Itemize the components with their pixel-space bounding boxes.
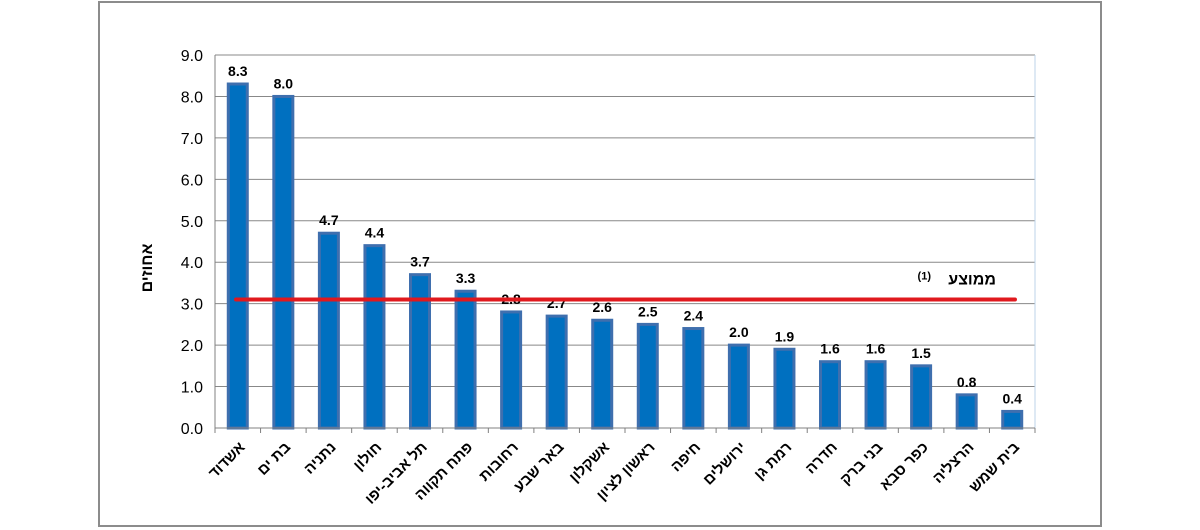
value-label: 2.7: [547, 295, 567, 311]
value-label: 4.7: [319, 212, 339, 228]
category-label: באר שבע: [511, 439, 568, 496]
y-tick-label: 6.0: [181, 172, 203, 189]
y-tick-label: 3.0: [181, 297, 203, 314]
value-label: 1.6: [820, 341, 840, 357]
bar: [317, 231, 340, 430]
value-label: 2.5: [638, 303, 658, 319]
category-label: נתניה: [301, 439, 340, 478]
bar: [1001, 409, 1024, 430]
average-line-group: ממוצע (1): [234, 271, 1017, 302]
value-label: 2.6: [592, 299, 612, 315]
bar: [454, 289, 477, 430]
category-label: חיפה: [668, 439, 705, 476]
category-label: ירושלים: [700, 439, 750, 489]
y-tick-label: 2.0: [181, 338, 203, 355]
y-axis-title: אחוזים: [139, 244, 156, 293]
bar: [864, 360, 887, 430]
y-tick-label: 1.0: [181, 380, 203, 397]
bars: [226, 82, 1024, 430]
y-tick-label: 0.0: [181, 421, 203, 438]
category-label: חדרה: [802, 439, 841, 478]
bar: [773, 347, 796, 430]
bar: [545, 314, 568, 430]
category-label: אשדוד: [205, 439, 248, 482]
value-labels: 8.38.04.74.43.73.32.82.72.62.52.42.01.91…: [228, 63, 1022, 406]
bar: [819, 360, 841, 430]
average-footnote-marker: (1): [918, 271, 932, 283]
value-label: 2.4: [684, 308, 704, 324]
axes: 0.0 1.0 2.0 3.0 4.0 5.0 6.0 7.0 8.0 9.0 אשדוד בת ים…: [181, 48, 1036, 508]
category-label: רמת גן: [751, 439, 795, 483]
y-tick-label: 4.0: [181, 255, 203, 272]
category-label: כפר סבא: [877, 439, 932, 494]
y-tick-label: 8.0: [181, 89, 203, 106]
bar: [500, 310, 523, 430]
value-label: 8.0: [274, 75, 294, 91]
average-label: ממוצע: [948, 272, 996, 289]
bar: [363, 244, 386, 430]
value-label: 1.6: [866, 341, 886, 357]
bar: [727, 343, 750, 430]
bar: [226, 82, 249, 430]
category-label: בית שמש: [966, 439, 1023, 496]
category-label: חולון: [350, 439, 385, 474]
bar: [272, 94, 295, 430]
bar: [955, 393, 978, 430]
value-label: 0.8: [957, 374, 977, 390]
y-tick-label: 5.0: [181, 214, 203, 231]
bar: [910, 364, 933, 430]
bar: [682, 327, 705, 430]
value-label: 3.3: [456, 270, 476, 286]
category-label: בת ים: [254, 439, 294, 479]
bar: [636, 322, 659, 430]
value-label: 4.4: [365, 225, 385, 241]
value-label: 0.4: [1002, 390, 1022, 406]
value-label: 8.3: [228, 63, 248, 79]
chart-frame: [98, 1, 1102, 527]
value-label: 2.0: [729, 324, 749, 340]
y-tick-label: 7.0: [181, 131, 203, 148]
value-label: 3.7: [410, 254, 430, 270]
value-label: 1.5: [911, 345, 931, 361]
y-tick-label: 9.0: [181, 48, 203, 65]
bar: [591, 318, 614, 430]
grid-lines: [215, 54, 1036, 428]
value-label: 1.9: [775, 328, 795, 344]
